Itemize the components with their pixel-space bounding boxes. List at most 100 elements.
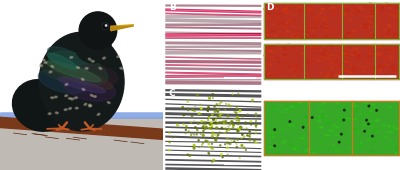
Polygon shape <box>0 117 163 139</box>
Bar <box>0 114 163 117</box>
Ellipse shape <box>380 53 383 54</box>
Ellipse shape <box>389 7 391 8</box>
Bar <box>0 116 163 119</box>
Ellipse shape <box>283 141 286 142</box>
Ellipse shape <box>319 148 320 149</box>
Ellipse shape <box>396 7 398 8</box>
Ellipse shape <box>223 123 225 125</box>
Ellipse shape <box>198 123 199 124</box>
Ellipse shape <box>356 56 360 57</box>
Ellipse shape <box>54 96 57 98</box>
Ellipse shape <box>69 108 72 109</box>
Ellipse shape <box>208 107 209 108</box>
Ellipse shape <box>284 75 286 76</box>
Ellipse shape <box>193 144 195 146</box>
Ellipse shape <box>366 125 369 126</box>
Ellipse shape <box>350 36 351 37</box>
Ellipse shape <box>295 64 297 65</box>
Ellipse shape <box>214 122 216 124</box>
Ellipse shape <box>277 20 280 21</box>
Ellipse shape <box>386 61 388 62</box>
Ellipse shape <box>284 27 287 28</box>
Ellipse shape <box>299 11 301 12</box>
Ellipse shape <box>48 113 51 115</box>
Ellipse shape <box>285 35 288 36</box>
Ellipse shape <box>343 52 346 54</box>
Ellipse shape <box>254 140 255 142</box>
Ellipse shape <box>99 67 102 69</box>
Ellipse shape <box>307 78 309 79</box>
Ellipse shape <box>354 48 357 49</box>
Ellipse shape <box>371 51 373 52</box>
Ellipse shape <box>328 50 330 51</box>
Ellipse shape <box>203 130 204 131</box>
Ellipse shape <box>246 128 247 129</box>
Ellipse shape <box>370 15 373 16</box>
Bar <box>0 115 163 118</box>
Ellipse shape <box>364 130 366 132</box>
Ellipse shape <box>93 96 96 97</box>
Ellipse shape <box>268 73 270 74</box>
Ellipse shape <box>169 141 170 143</box>
Ellipse shape <box>227 154 228 155</box>
Ellipse shape <box>373 74 376 75</box>
Bar <box>0 116 163 118</box>
Ellipse shape <box>311 117 314 118</box>
Ellipse shape <box>220 154 222 155</box>
Ellipse shape <box>379 32 381 33</box>
Ellipse shape <box>378 69 380 70</box>
Ellipse shape <box>236 117 237 118</box>
Ellipse shape <box>352 78 354 79</box>
Bar <box>0 116 163 119</box>
Ellipse shape <box>344 109 345 111</box>
Ellipse shape <box>348 62 351 63</box>
Ellipse shape <box>285 106 288 107</box>
Ellipse shape <box>272 108 276 109</box>
Ellipse shape <box>366 113 368 114</box>
Ellipse shape <box>308 29 310 30</box>
Ellipse shape <box>187 154 188 155</box>
Text: C: C <box>169 89 175 98</box>
Ellipse shape <box>233 124 234 126</box>
Ellipse shape <box>388 126 390 127</box>
Ellipse shape <box>369 47 372 48</box>
Ellipse shape <box>335 132 337 133</box>
Bar <box>0 115 163 118</box>
Ellipse shape <box>372 114 376 116</box>
Ellipse shape <box>371 45 374 46</box>
Ellipse shape <box>272 24 274 25</box>
Ellipse shape <box>386 65 388 66</box>
Ellipse shape <box>288 21 291 22</box>
Ellipse shape <box>368 55 370 56</box>
Ellipse shape <box>304 13 306 14</box>
Ellipse shape <box>342 74 345 75</box>
Ellipse shape <box>249 139 250 141</box>
Ellipse shape <box>302 123 304 124</box>
Ellipse shape <box>365 77 367 78</box>
Ellipse shape <box>225 109 226 110</box>
Ellipse shape <box>305 45 308 47</box>
Ellipse shape <box>391 14 393 15</box>
Ellipse shape <box>242 115 243 117</box>
Ellipse shape <box>283 11 286 12</box>
Ellipse shape <box>345 57 348 58</box>
Ellipse shape <box>40 65 43 67</box>
Bar <box>0 114 163 117</box>
Ellipse shape <box>311 117 313 118</box>
Bar <box>0 114 163 116</box>
Ellipse shape <box>300 7 302 8</box>
Ellipse shape <box>324 50 325 51</box>
Ellipse shape <box>288 144 292 145</box>
Ellipse shape <box>372 135 373 137</box>
Bar <box>0 113 163 116</box>
Ellipse shape <box>385 3 388 4</box>
Ellipse shape <box>12 80 69 131</box>
Ellipse shape <box>369 54 371 55</box>
Bar <box>0 119 163 170</box>
Ellipse shape <box>249 135 250 136</box>
Ellipse shape <box>393 26 396 27</box>
Ellipse shape <box>341 53 344 54</box>
Ellipse shape <box>382 75 383 76</box>
Ellipse shape <box>320 116 324 118</box>
Ellipse shape <box>222 157 223 158</box>
